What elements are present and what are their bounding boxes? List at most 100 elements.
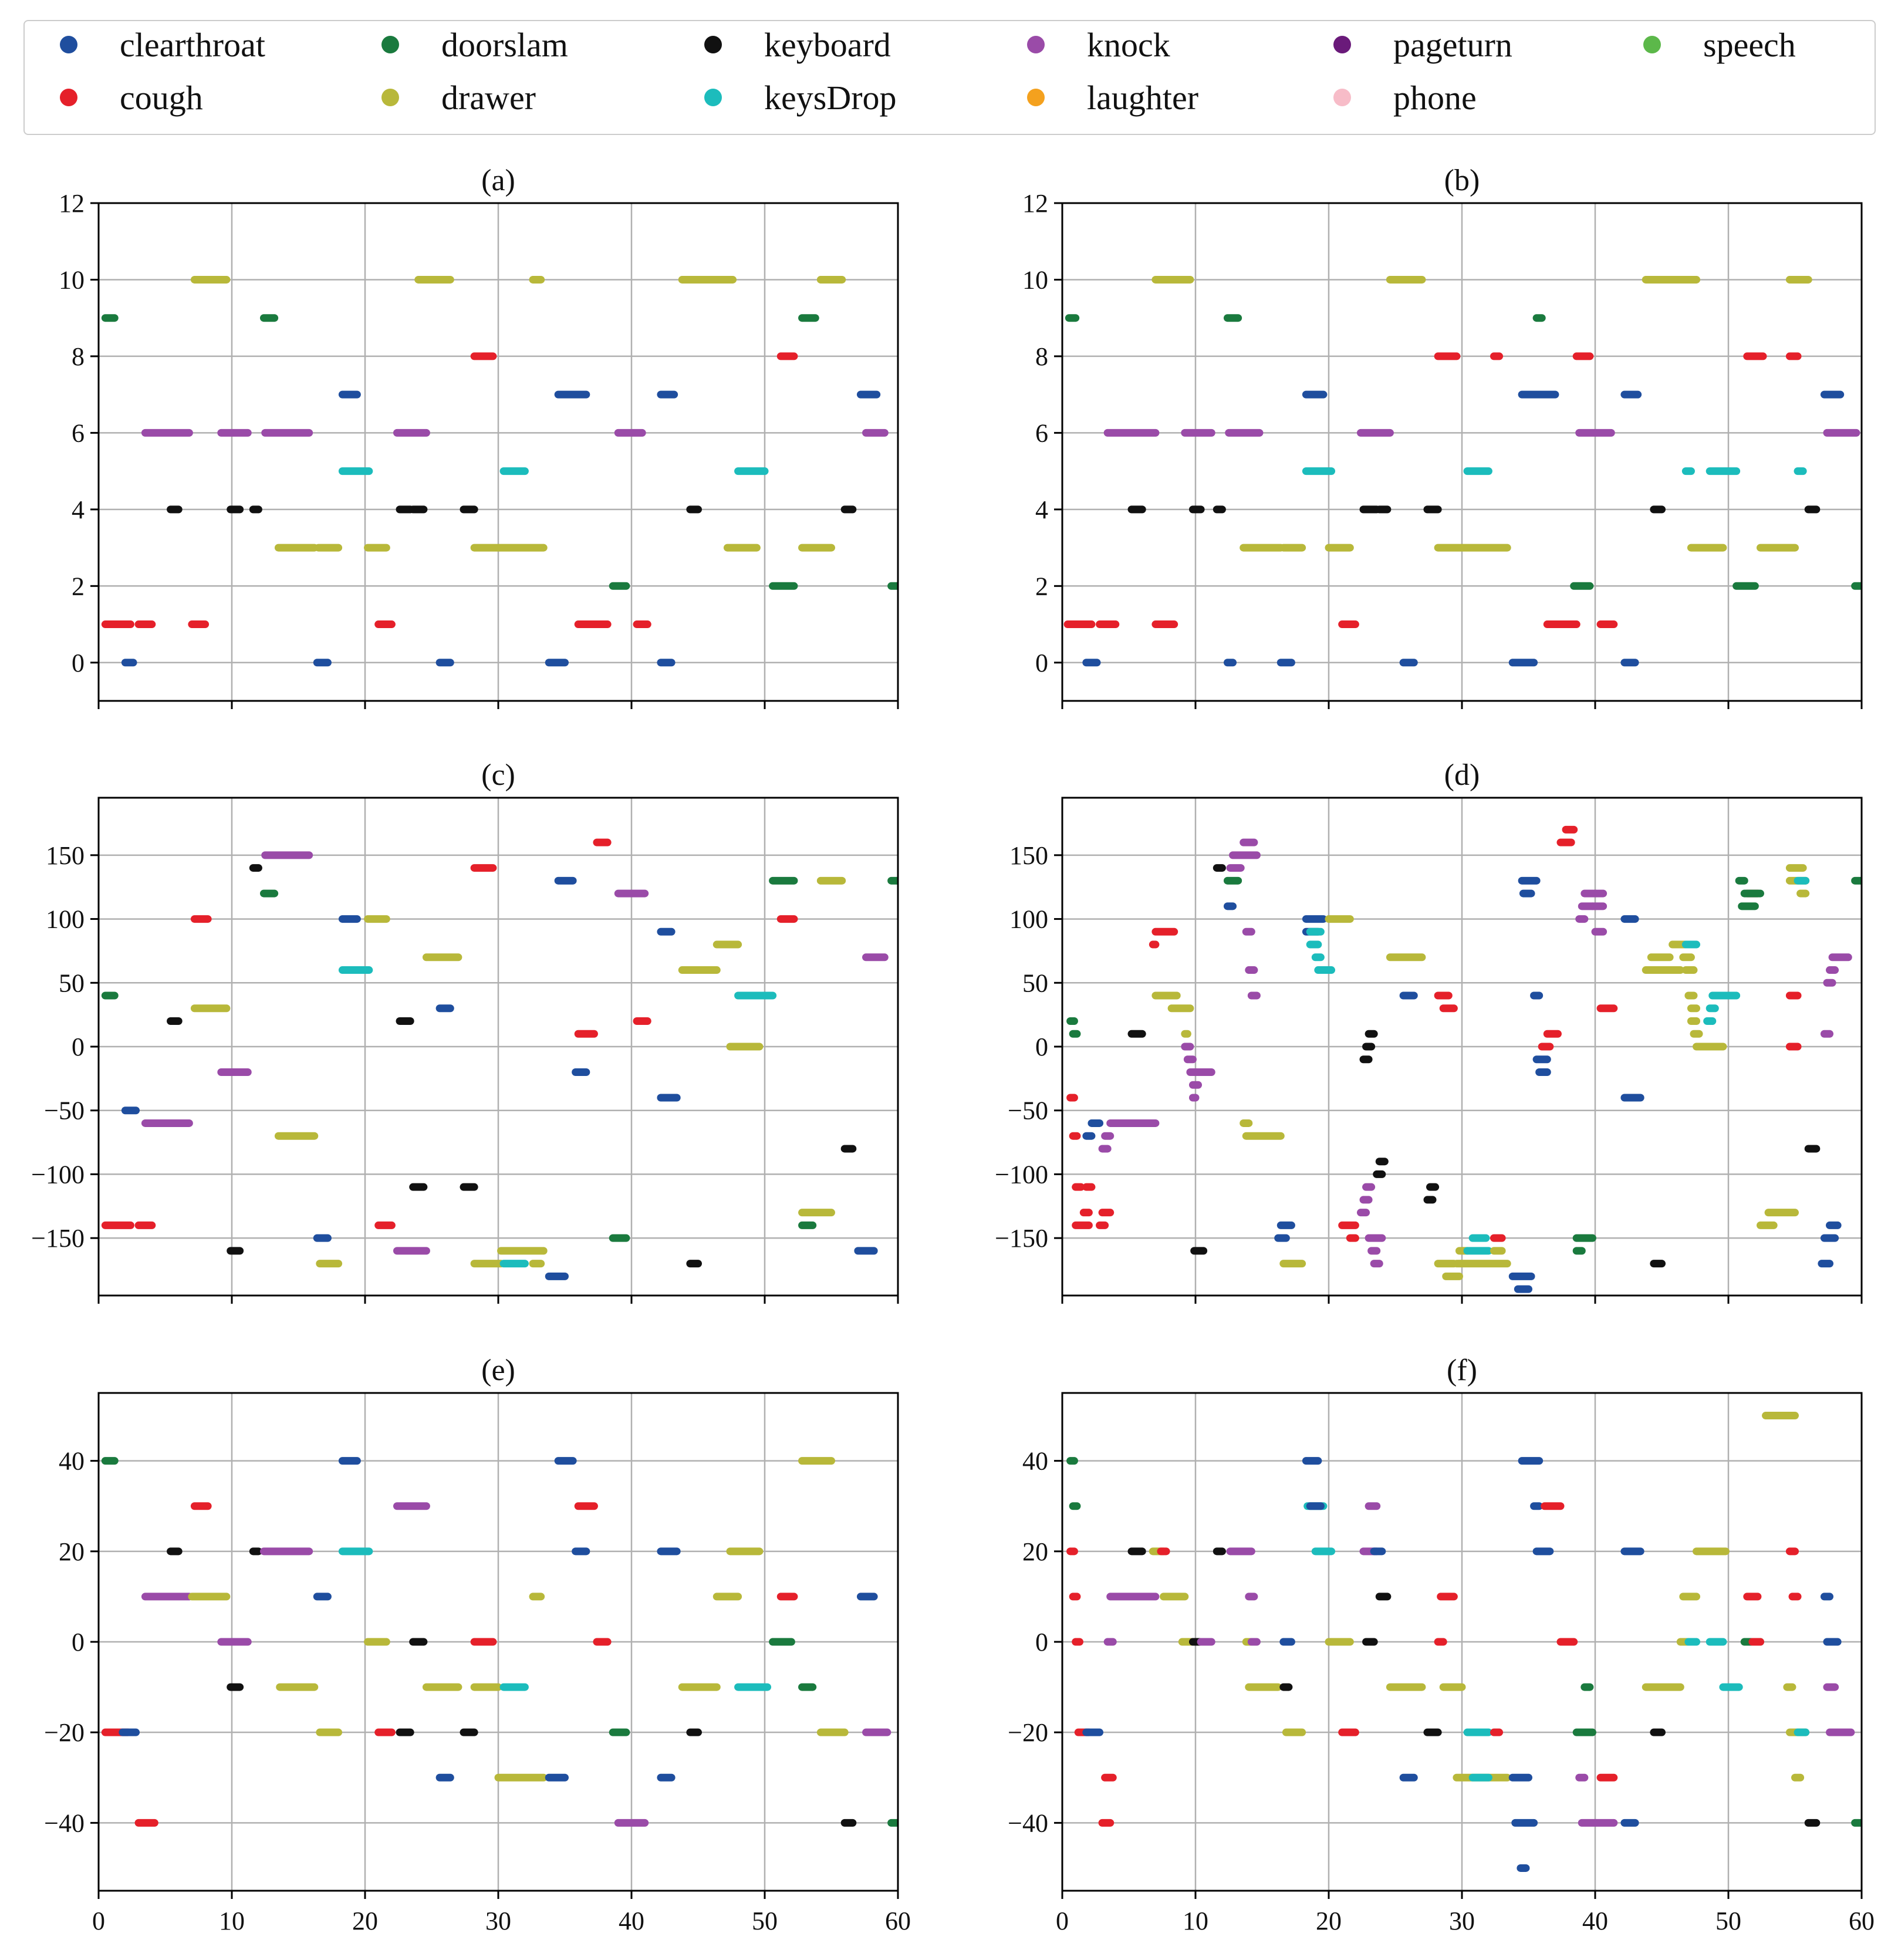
y-tick-label: 100 — [1009, 905, 1048, 934]
data-marks — [1066, 1412, 1862, 1872]
y-tick-label: −150 — [995, 1224, 1048, 1253]
legend-item-cough: cough — [25, 74, 203, 121]
y-tick-label: 0 — [72, 1628, 85, 1657]
x-tick-label: 60 — [1849, 1907, 1875, 1935]
y-tick-label: 20 — [59, 1537, 85, 1566]
x-tick-label: 40 — [1582, 1907, 1608, 1935]
y-tick-label: 0 — [1035, 1033, 1048, 1061]
chart-title: (e) — [481, 1354, 515, 1387]
chart-panel-a: 0 2 4 6 8 10 12 (a) — [59, 164, 899, 709]
y-tick-label: 20 — [1022, 1537, 1048, 1566]
y-tick-label: 10 — [1022, 265, 1048, 294]
legend-item-speech: speech — [1608, 21, 1796, 68]
y-tick-label: 12 — [1022, 189, 1048, 218]
y-tick-label: 10 — [59, 265, 85, 294]
legend-marker-icon — [1027, 89, 1045, 106]
data-marks — [101, 838, 898, 1280]
legend-label: knock — [1087, 25, 1170, 64]
legend-label: clearthroat — [120, 25, 265, 64]
chart-panel-b: 0 2 4 6 8 10 12 (b) — [1022, 164, 1863, 709]
y-tick-label: 40 — [1022, 1447, 1048, 1476]
y-tick-label: 50 — [59, 969, 85, 997]
y-tick-label: −20 — [44, 1718, 85, 1747]
y-tick-label: 0 — [1035, 649, 1048, 677]
chart-panel-e: −40 −20 0 20 40 0 10 20 30 40 50 60 (e) — [44, 1354, 911, 1935]
legend-marker-icon — [1027, 36, 1045, 53]
chart-panel-c: −150 −100 −50 0 50 100 150 (c) — [31, 758, 899, 1304]
chart-title: (a) — [481, 164, 515, 197]
legend-item-drawer: drawer — [346, 74, 536, 121]
y-tick-label: −40 — [44, 1809, 85, 1837]
legend-label: phone — [1393, 78, 1477, 117]
legend-item-keyboard: keyboard — [669, 21, 891, 68]
legend: clearthroat doorslam keyboard knock pageturn… — [23, 20, 1876, 135]
data-marks — [1066, 825, 1862, 1293]
legend-label: keysDrop — [764, 78, 897, 117]
y-tick-label: 40 — [59, 1447, 85, 1476]
x-tick-label: 10 — [1183, 1907, 1208, 1935]
legend-marker-icon — [381, 36, 399, 53]
y-tick-label: −40 — [1008, 1809, 1048, 1837]
x-tick-label: 10 — [219, 1907, 245, 1935]
legend-label: drawer — [441, 78, 536, 117]
data-marks — [101, 1457, 898, 1827]
chart-title: (d) — [1444, 758, 1480, 792]
legend-item-clearthroat: clearthroat — [25, 21, 265, 68]
y-tick-label: 4 — [1035, 495, 1048, 524]
chart-panel-f: −40 −20 0 20 40 0 10 20 30 40 50 60 (f) — [1008, 1354, 1875, 1935]
legend-item-phone: phone — [1298, 74, 1477, 121]
y-tick-label: 2 — [72, 572, 85, 601]
legend-item-pageturn: pageturn — [1298, 21, 1512, 68]
y-tick-label: 4 — [72, 495, 85, 524]
y-tick-label: −50 — [1008, 1097, 1048, 1125]
y-tick-label: −100 — [995, 1160, 1048, 1189]
y-tick-label: −100 — [31, 1160, 85, 1189]
legend-marker-icon — [1643, 36, 1661, 53]
legend-label: speech — [1703, 25, 1796, 64]
chart-title: (b) — [1444, 164, 1480, 197]
legend-marker-icon — [1333, 89, 1351, 106]
data-marks — [1063, 275, 1862, 667]
y-tick-label: 0 — [72, 1033, 85, 1061]
y-tick-label: 8 — [72, 342, 85, 371]
x-tick-label: 30 — [1449, 1907, 1475, 1935]
legend-label: cough — [120, 78, 203, 117]
x-tick-label: 60 — [885, 1907, 911, 1935]
y-tick-label: 0 — [1035, 1628, 1048, 1657]
y-tick-label: 6 — [72, 419, 85, 447]
legend-label: pageturn — [1393, 25, 1512, 64]
x-tick-label: 20 — [352, 1907, 378, 1935]
y-tick-label: 2 — [1035, 572, 1048, 601]
x-tick-label: 20 — [1316, 1907, 1342, 1935]
y-tick-label: −50 — [44, 1097, 85, 1125]
y-tick-label: −150 — [31, 1224, 85, 1253]
legend-item-knock: knock — [992, 21, 1170, 68]
legend-label: keyboard — [764, 25, 891, 64]
legend-item-doorslam: doorslam — [346, 21, 568, 68]
y-tick-label: 100 — [46, 905, 85, 934]
y-tick-label: 150 — [46, 841, 85, 870]
x-tick-label: 40 — [619, 1907, 644, 1935]
y-tick-label: −20 — [1008, 1718, 1048, 1747]
legend-marker-icon — [704, 89, 722, 106]
legend-label: doorslam — [441, 25, 568, 64]
x-tick-label: 50 — [752, 1907, 778, 1935]
y-tick-label: 12 — [59, 189, 85, 218]
x-tick-label: 30 — [485, 1907, 511, 1935]
legend-marker-icon — [60, 89, 77, 106]
chart-title: (c) — [481, 758, 515, 792]
y-tick-label: 50 — [1022, 969, 1048, 997]
y-tick-label: 6 — [1035, 419, 1048, 447]
y-tick-label: 150 — [1009, 841, 1048, 870]
chart-title: (f) — [1447, 1354, 1477, 1387]
chart-panel-d: −150 −100 −50 0 50 100 150 (d) — [995, 758, 1863, 1304]
legend-item-laughter: laughter — [992, 74, 1198, 121]
legend-marker-icon — [60, 36, 77, 53]
legend-item-keysdrop: keysDrop — [669, 74, 897, 121]
legend-marker-icon — [1333, 36, 1351, 53]
x-tick-label: 0 — [1056, 1907, 1069, 1935]
legend-marker-icon — [704, 36, 722, 53]
x-tick-label: 50 — [1715, 1907, 1741, 1935]
legend-marker-icon — [381, 89, 399, 106]
